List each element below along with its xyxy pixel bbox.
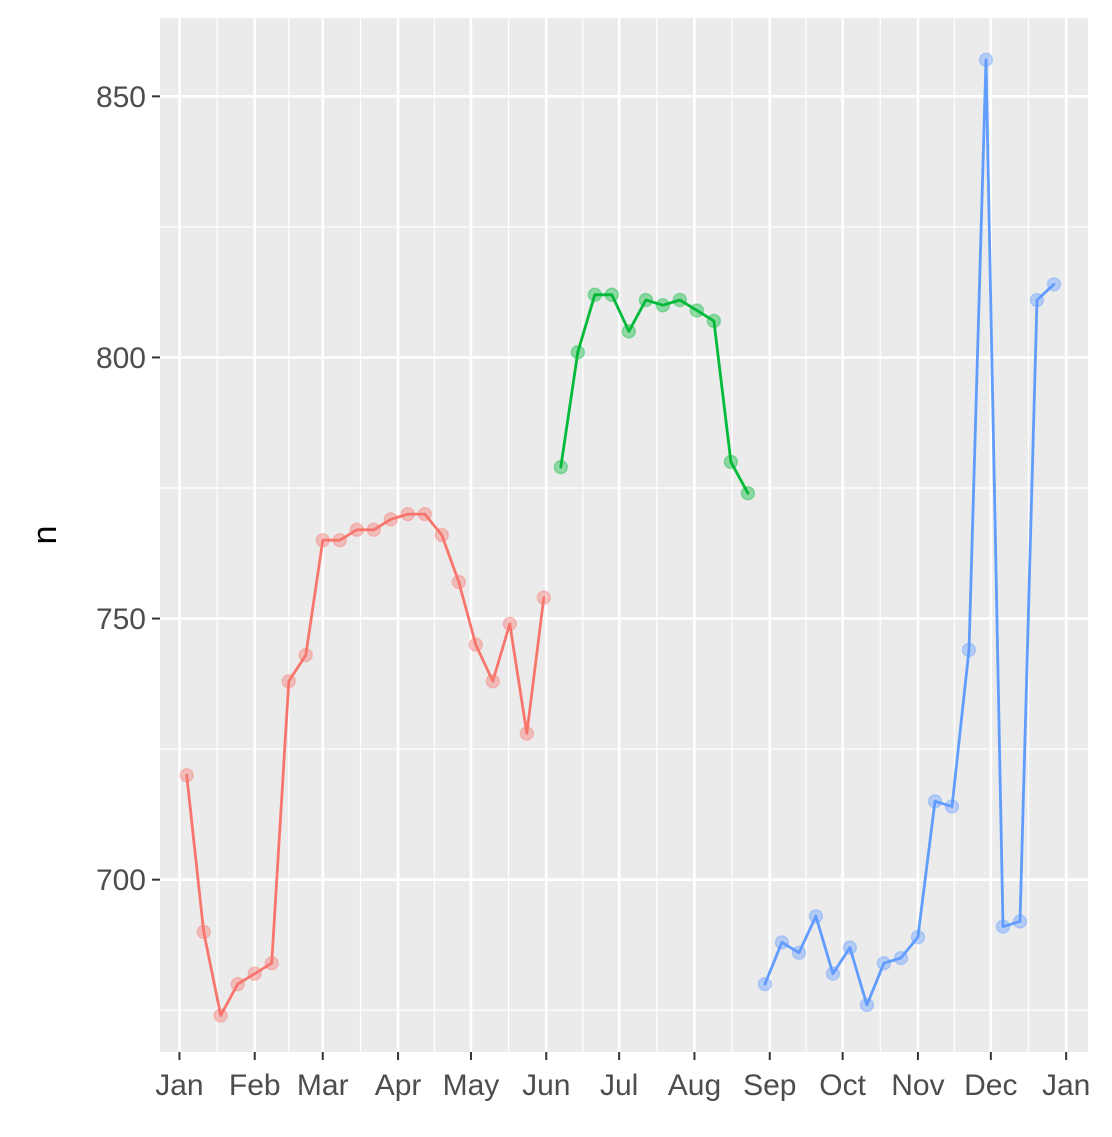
data-point (264, 955, 279, 971)
series-line (763, 58, 1056, 1007)
x-tick-label: Sep (743, 1069, 796, 1102)
data-point (842, 940, 858, 955)
data-point (978, 52, 994, 68)
y-tick-label: 750 (96, 603, 146, 636)
x-tick-label: Jan (155, 1069, 203, 1102)
data-point (621, 324, 637, 339)
data-point (995, 919, 1011, 934)
data-point (196, 924, 211, 940)
data-point (315, 532, 331, 548)
y-tick-label: 850 (96, 81, 146, 114)
plot-panel (160, 18, 1088, 1052)
data-point (400, 506, 416, 522)
x-tick-label: Feb (229, 1069, 281, 1102)
data-point (791, 945, 807, 961)
x-tick-label: Jan (1042, 1069, 1090, 1102)
data-point (434, 527, 450, 543)
data-point (247, 966, 262, 981)
data-point (1012, 914, 1028, 929)
data-point (672, 292, 688, 308)
data-point (451, 574, 467, 590)
data-point (570, 344, 586, 360)
data-point (366, 522, 382, 538)
x-tick-label: Mar (297, 1069, 349, 1102)
data-point (706, 313, 722, 329)
major-gridlines-y (160, 95, 1088, 881)
data-point (944, 799, 960, 814)
x-axis: Jan Feb Mar Apr May Jun Jul Aug Sep Oct Nov Dec Jan (155, 1052, 1090, 1102)
data-point (230, 976, 245, 992)
data-point (689, 303, 705, 318)
x-tick-label: Apr (375, 1069, 422, 1102)
data-point (213, 1008, 228, 1023)
series-line (185, 512, 546, 1017)
data-point (519, 726, 535, 741)
data-point (332, 532, 348, 548)
data-point (502, 616, 518, 632)
data-point (468, 637, 484, 652)
data-point (383, 512, 399, 527)
y-tick-label: 700 (96, 864, 146, 897)
data-point (961, 642, 977, 658)
data-point (281, 673, 297, 689)
data-point (757, 976, 773, 992)
data-point (774, 935, 790, 950)
y-axis: 700 750 800 850 (96, 81, 160, 897)
y-tick-label: 800 (96, 342, 146, 375)
data-point (910, 929, 926, 945)
x-tick-label: Jul (600, 1069, 638, 1102)
data-point (638, 292, 654, 308)
series-layer (179, 52, 1062, 1023)
data-point (587, 287, 603, 303)
data-point (1046, 277, 1062, 292)
data-point (825, 966, 841, 981)
data-point (859, 997, 875, 1013)
data-point (808, 908, 824, 924)
data-point (604, 287, 620, 303)
x-tick-label: Jun (522, 1069, 570, 1102)
data-point (349, 522, 365, 538)
y-axis-title: n (26, 526, 64, 545)
x-tick-label: Nov (891, 1069, 944, 1102)
series-line (559, 293, 750, 495)
x-tick-label: Aug (668, 1069, 721, 1102)
x-tick-label: May (443, 1069, 500, 1102)
data-point (927, 794, 943, 809)
data-point (298, 647, 314, 663)
x-tick-label: Dec (964, 1069, 1017, 1102)
data-point (740, 485, 756, 501)
major-gridlines-x (178, 18, 1068, 1052)
data-point (655, 297, 671, 313)
data-point (893, 950, 909, 966)
data-point (536, 590, 552, 605)
series-3 (757, 52, 1062, 1013)
minor-gridlines-y (160, 226, 1088, 1011)
data-point (1029, 292, 1045, 308)
data-point (485, 673, 501, 689)
data-point (876, 955, 892, 971)
data-point (723, 454, 739, 470)
data-point (179, 767, 194, 783)
series-1 (179, 506, 552, 1023)
x-tick-label: Oct (819, 1069, 866, 1102)
series-2 (553, 287, 756, 501)
data-point (417, 506, 433, 522)
data-point (553, 459, 569, 475)
